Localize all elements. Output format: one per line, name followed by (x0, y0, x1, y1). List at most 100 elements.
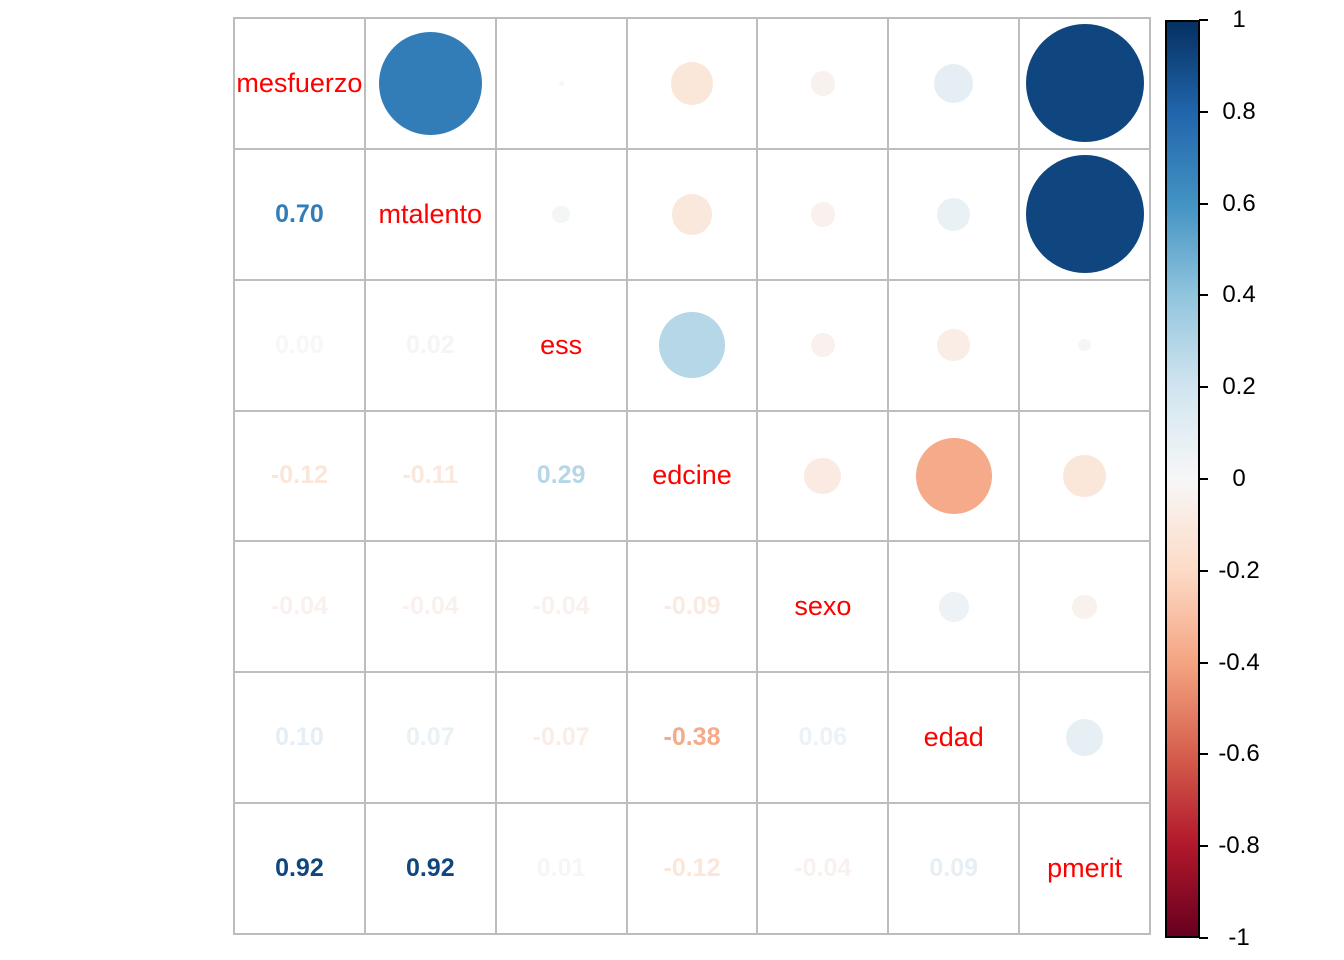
diagonal-label-sexo: sexo (794, 591, 852, 622)
colorbar-tick (1199, 661, 1208, 664)
diagonal-label-edad: edad (923, 722, 984, 753)
correlation-circle (810, 71, 836, 96)
diagonal-label-mtalento: mtalento (378, 198, 483, 229)
colorbar-tick (1199, 478, 1208, 480)
correlation-value: 0.10 (275, 723, 324, 752)
diagonal-label-edcine: edcine (652, 460, 732, 491)
colorbar-tick-label: -0.4 (1218, 648, 1260, 676)
diagonal-label-pmerit: pmerit (1047, 853, 1123, 884)
diagonal-label-ess: ess (540, 329, 583, 360)
correlation-circle (1072, 594, 1097, 620)
matrix-cell-r7-c6: 0.09 (888, 803, 1020, 934)
colorbar-tick-label: 0.2 (1222, 373, 1256, 401)
correlation-value: -0.04 (401, 592, 459, 621)
matrix-cell-r6-c3: -0.07 (495, 672, 627, 804)
matrix-cell-r2-c7 (1019, 148, 1150, 280)
matrix-cell-r5-c3: -0.04 (495, 541, 627, 673)
correlation-circle (1063, 454, 1106, 498)
correlation-value: -0.12 (270, 461, 328, 490)
matrix-cell-r4-c6 (888, 410, 1020, 542)
correlation-circle (934, 63, 974, 103)
matrix-cell-r1-c6 (888, 18, 1020, 149)
matrix-cell-r7-c7: pmerit (1019, 803, 1150, 934)
matrix-cell-r2-c6 (888, 148, 1020, 280)
correlation-circle (810, 332, 836, 358)
correlation-circle (1025, 155, 1144, 274)
correlation-circle (671, 193, 713, 235)
matrix-cell-r6-c6: edad (888, 672, 1020, 804)
matrix-cell-r3-c7 (1019, 279, 1150, 411)
matrix-cell-r6-c5: 0.06 (757, 672, 889, 804)
colorbar-tick (1199, 202, 1208, 205)
correlation-value: -0.04 (532, 592, 590, 621)
matrix-cell-r7-c5: -0.04 (757, 803, 889, 934)
correlation-circle (1078, 338, 1091, 352)
colorbar-tick-label: -0.6 (1218, 740, 1260, 768)
colorbar-tick-label: 0.8 (1222, 97, 1256, 125)
matrix-cell-r5-c7 (1019, 541, 1150, 673)
correlation-circle (378, 31, 482, 135)
matrix-cell-r4-c2: -0.11 (364, 410, 496, 542)
correlation-value: -0.12 (663, 854, 721, 883)
correlation-value: 0.70 (275, 199, 324, 228)
matrix-cell-r6-c1: 0.10 (234, 672, 365, 804)
correlation-circle (1066, 719, 1104, 757)
matrix-cell-r1-c5 (757, 18, 889, 149)
matrix-cell-r5-c2: -0.04 (364, 541, 496, 673)
matrix-cell-r1-c3 (495, 18, 627, 149)
colorbar-tick-label: -0.2 (1218, 556, 1260, 584)
correlation-value: 0.06 (798, 723, 848, 752)
matrix-cell-r1-c4 (626, 18, 758, 149)
colorbar-tick (1199, 294, 1208, 297)
correlation-circle (937, 328, 970, 362)
correlation-matrix: mesfuerzo 0.70 mtalento 0.00 0.02 ess -0.12 -0.… (233, 17, 1151, 935)
correlation-circle (670, 62, 714, 105)
matrix-cell-r6-c2: 0.07 (364, 672, 496, 804)
matrix-cell-r7-c1: 0.92 (234, 803, 365, 934)
matrix-cell-r4-c5 (757, 410, 889, 542)
correlation-value: 0.00 (275, 330, 324, 359)
matrix-cell-r1-c1: mesfuerzo (234, 18, 365, 149)
matrix-cell-r7-c2: 0.92 (364, 803, 496, 934)
colorbar-tick-label: -1 (1228, 924, 1250, 951)
correlation-value: -0.38 (663, 723, 721, 752)
correlation-circle (552, 205, 570, 223)
matrix-cell-r5-c1: -0.04 (234, 541, 365, 673)
correlation-value: 0.02 (405, 330, 455, 359)
correlation-value: -0.04 (794, 854, 852, 883)
matrix-cell-r3-c1: 0.00 (234, 279, 365, 411)
matrix-cell-r5-c5: sexo (757, 541, 889, 673)
correlation-value: 0.92 (405, 854, 455, 883)
matrix-cell-r6-c7 (1019, 672, 1150, 804)
colorbar-tick (1199, 937, 1208, 939)
matrix-cell-r2-c4 (626, 148, 758, 280)
matrix-cell-r7-c3: 0.01 (495, 803, 627, 934)
correlation-value: 0.92 (275, 854, 324, 883)
correlation-value: 0.29 (536, 461, 586, 490)
colorbar-tick-label: 1 (1232, 6, 1246, 33)
colorbar-tick (1199, 753, 1208, 756)
correlation-circle (810, 201, 836, 227)
correlation-circle (1025, 24, 1144, 143)
matrix-cell-r3-c2: 0.02 (364, 279, 496, 411)
matrix-cell-r3-c6 (888, 279, 1020, 411)
correlation-circle (804, 457, 842, 495)
matrix-cell-r2-c3 (495, 148, 627, 280)
correlation-circle (658, 312, 726, 379)
matrix-cell-r4-c7 (1019, 410, 1150, 542)
colorbar-tick (1199, 110, 1208, 113)
colorbar-tick-label: -0.8 (1218, 832, 1260, 860)
colorbar-gradient (1165, 20, 1200, 938)
colorbar-tick (1199, 569, 1208, 572)
correlation-value: -0.11 (402, 461, 459, 490)
correlation-circle (915, 438, 992, 514)
matrix-cell-r3-c5 (757, 279, 889, 411)
matrix-cell-r6-c4: -0.38 (626, 672, 758, 804)
correlation-value: 0.07 (405, 723, 455, 752)
correlation-circle (938, 591, 969, 622)
diagonal-label-mesfuerzo: mesfuerzo (236, 67, 363, 98)
matrix-cell-r2-c2: mtalento (364, 148, 496, 280)
correlation-value: -0.09 (663, 592, 721, 621)
correlation-circle (558, 80, 564, 86)
matrix-cell-r4-c3: 0.29 (495, 410, 627, 542)
